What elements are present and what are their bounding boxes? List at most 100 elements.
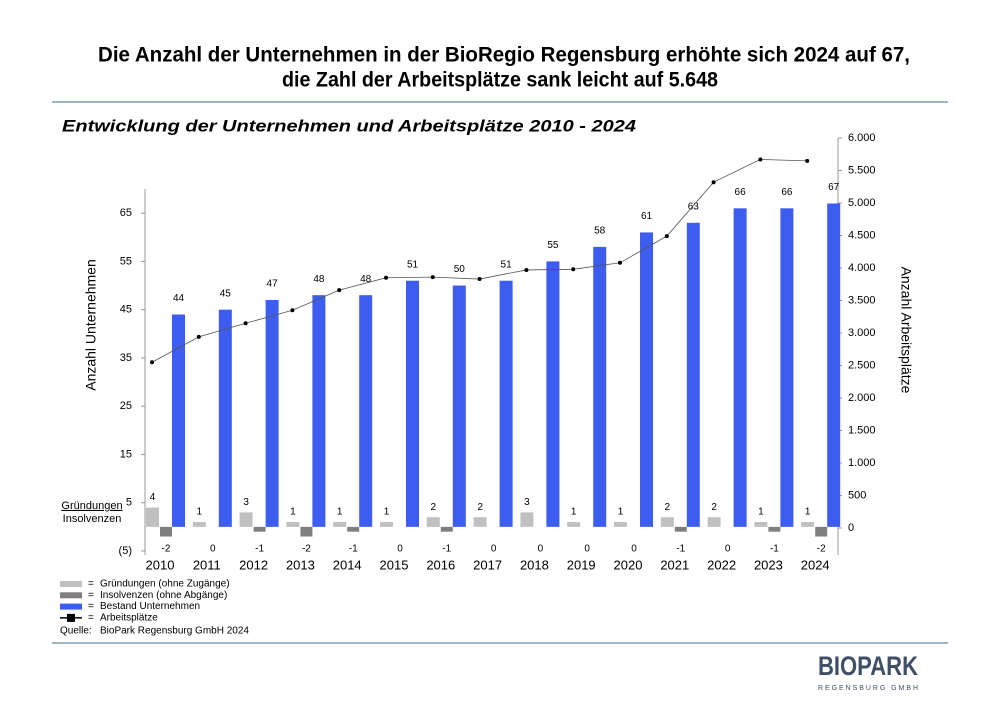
bar: [733, 208, 747, 527]
data-label: 4: [150, 492, 156, 503]
chart-subtitle: Entwicklung der Unternehmen und Arbeitsp…: [62, 116, 637, 135]
y2-tick-label: 5.500: [848, 164, 876, 176]
point: [430, 275, 435, 280]
bar: [815, 526, 828, 537]
x-tick-label: 2015: [380, 557, 409, 572]
bar: [674, 526, 687, 532]
data-label: 55: [547, 240, 559, 251]
legend-swatch: [67, 613, 75, 622]
bar: [780, 208, 794, 527]
data-label: 44: [173, 293, 185, 304]
data-label: 48: [313, 274, 325, 285]
data-label: 0: [210, 544, 216, 555]
source: BioPark Regensburg GmbH 2024: [100, 626, 249, 637]
y2-tick-label: 500: [848, 489, 866, 501]
y-axis-title: Anzahl Unternehmen: [83, 259, 99, 391]
point: [150, 360, 154, 365]
chart-title: die Zahl der Arbeitsplätze sank leicht a…: [282, 69, 718, 92]
bar: [707, 517, 721, 527]
data-label: 1: [758, 507, 764, 518]
bar: [218, 309, 232, 527]
bar: [406, 280, 419, 527]
y2-tick-label: 4.000: [848, 262, 876, 274]
point: [524, 267, 529, 272]
x-tick-label: 2019: [567, 557, 596, 572]
data-label: 47: [267, 279, 279, 290]
bar: [567, 522, 581, 527]
data-label: -1: [676, 544, 685, 555]
bar: [801, 522, 815, 527]
bar: [640, 232, 653, 527]
bar: [380, 522, 393, 527]
legend-separator: =: [88, 613, 94, 624]
x-tick-label: 2013: [286, 557, 315, 572]
bar: [333, 522, 347, 527]
legend-separator: =: [88, 579, 94, 590]
bar: [426, 517, 440, 527]
x-tick-label: 2016: [426, 557, 455, 572]
bar: [347, 526, 360, 532]
data-label: -1: [255, 544, 264, 555]
bar: [286, 522, 300, 527]
data-label: 2: [477, 502, 483, 513]
legend-swatch: [60, 603, 82, 610]
legend-swatch: [60, 592, 82, 599]
bar: [827, 203, 841, 527]
data-label: 58: [594, 226, 606, 237]
y2-tick-label: 4.500: [848, 229, 876, 241]
legend-swatch: [60, 581, 82, 587]
bar: [172, 314, 185, 527]
y2-tick-label: 5.000: [848, 197, 876, 209]
data-label: 63: [688, 201, 700, 212]
data-label: 1: [384, 507, 390, 518]
data-label: 67: [828, 182, 840, 193]
side-label: Insolvenzen: [63, 513, 122, 525]
data-label: 0: [397, 544, 403, 555]
y-tick-label: 65: [120, 207, 132, 219]
data-label: 61: [641, 211, 653, 222]
data-label: 3: [243, 497, 249, 508]
x-tick-label: 2010: [146, 557, 175, 572]
bar: [593, 246, 607, 527]
bar: [614, 522, 627, 527]
data-label: -2: [302, 544, 311, 555]
data-label: 51: [501, 259, 513, 270]
point: [477, 277, 482, 282]
side-label: Gründungen: [61, 500, 122, 512]
point: [805, 158, 810, 163]
point: [571, 267, 576, 272]
point: [618, 260, 622, 265]
y2-tick-label: 2.000: [848, 392, 876, 404]
data-label: 51: [407, 259, 419, 270]
bar: [146, 507, 159, 527]
chart-title: Die Anzahl der Unternehmen in der BioReg…: [98, 44, 910, 67]
bar: [754, 522, 768, 527]
data-label: -1: [349, 544, 358, 555]
bar: [253, 526, 266, 532]
legend-label: Arbeitsplätze: [100, 613, 158, 624]
x-tick-label: 2020: [614, 557, 643, 572]
legend-label: Insolvenzen (ohne Abgänge): [100, 590, 227, 601]
x-tick-label: 2021: [660, 557, 689, 572]
data-label: 2: [665, 502, 671, 513]
legend-separator: =: [88, 601, 94, 612]
bar: [520, 512, 534, 527]
bar: [239, 512, 253, 527]
x-tick-label: 2011: [193, 557, 221, 572]
data-label: 2: [431, 502, 437, 513]
data-label: -1: [442, 544, 451, 555]
data-label: 45: [220, 288, 232, 299]
bar: [768, 526, 781, 532]
bar: [660, 517, 674, 527]
legend-label: Gründungen (ohne Zugänge): [100, 579, 230, 590]
y-tick-label: 15: [120, 448, 132, 460]
data-label: 1: [571, 507, 577, 518]
bar: [359, 295, 373, 527]
logo-name: BIOPARK: [818, 651, 918, 681]
bar: [265, 300, 279, 527]
bar: [312, 295, 326, 527]
x-tick-label: 2023: [754, 557, 783, 572]
data-label: 1: [805, 507, 811, 518]
data-label: -1: [770, 544, 779, 555]
point: [196, 334, 201, 339]
